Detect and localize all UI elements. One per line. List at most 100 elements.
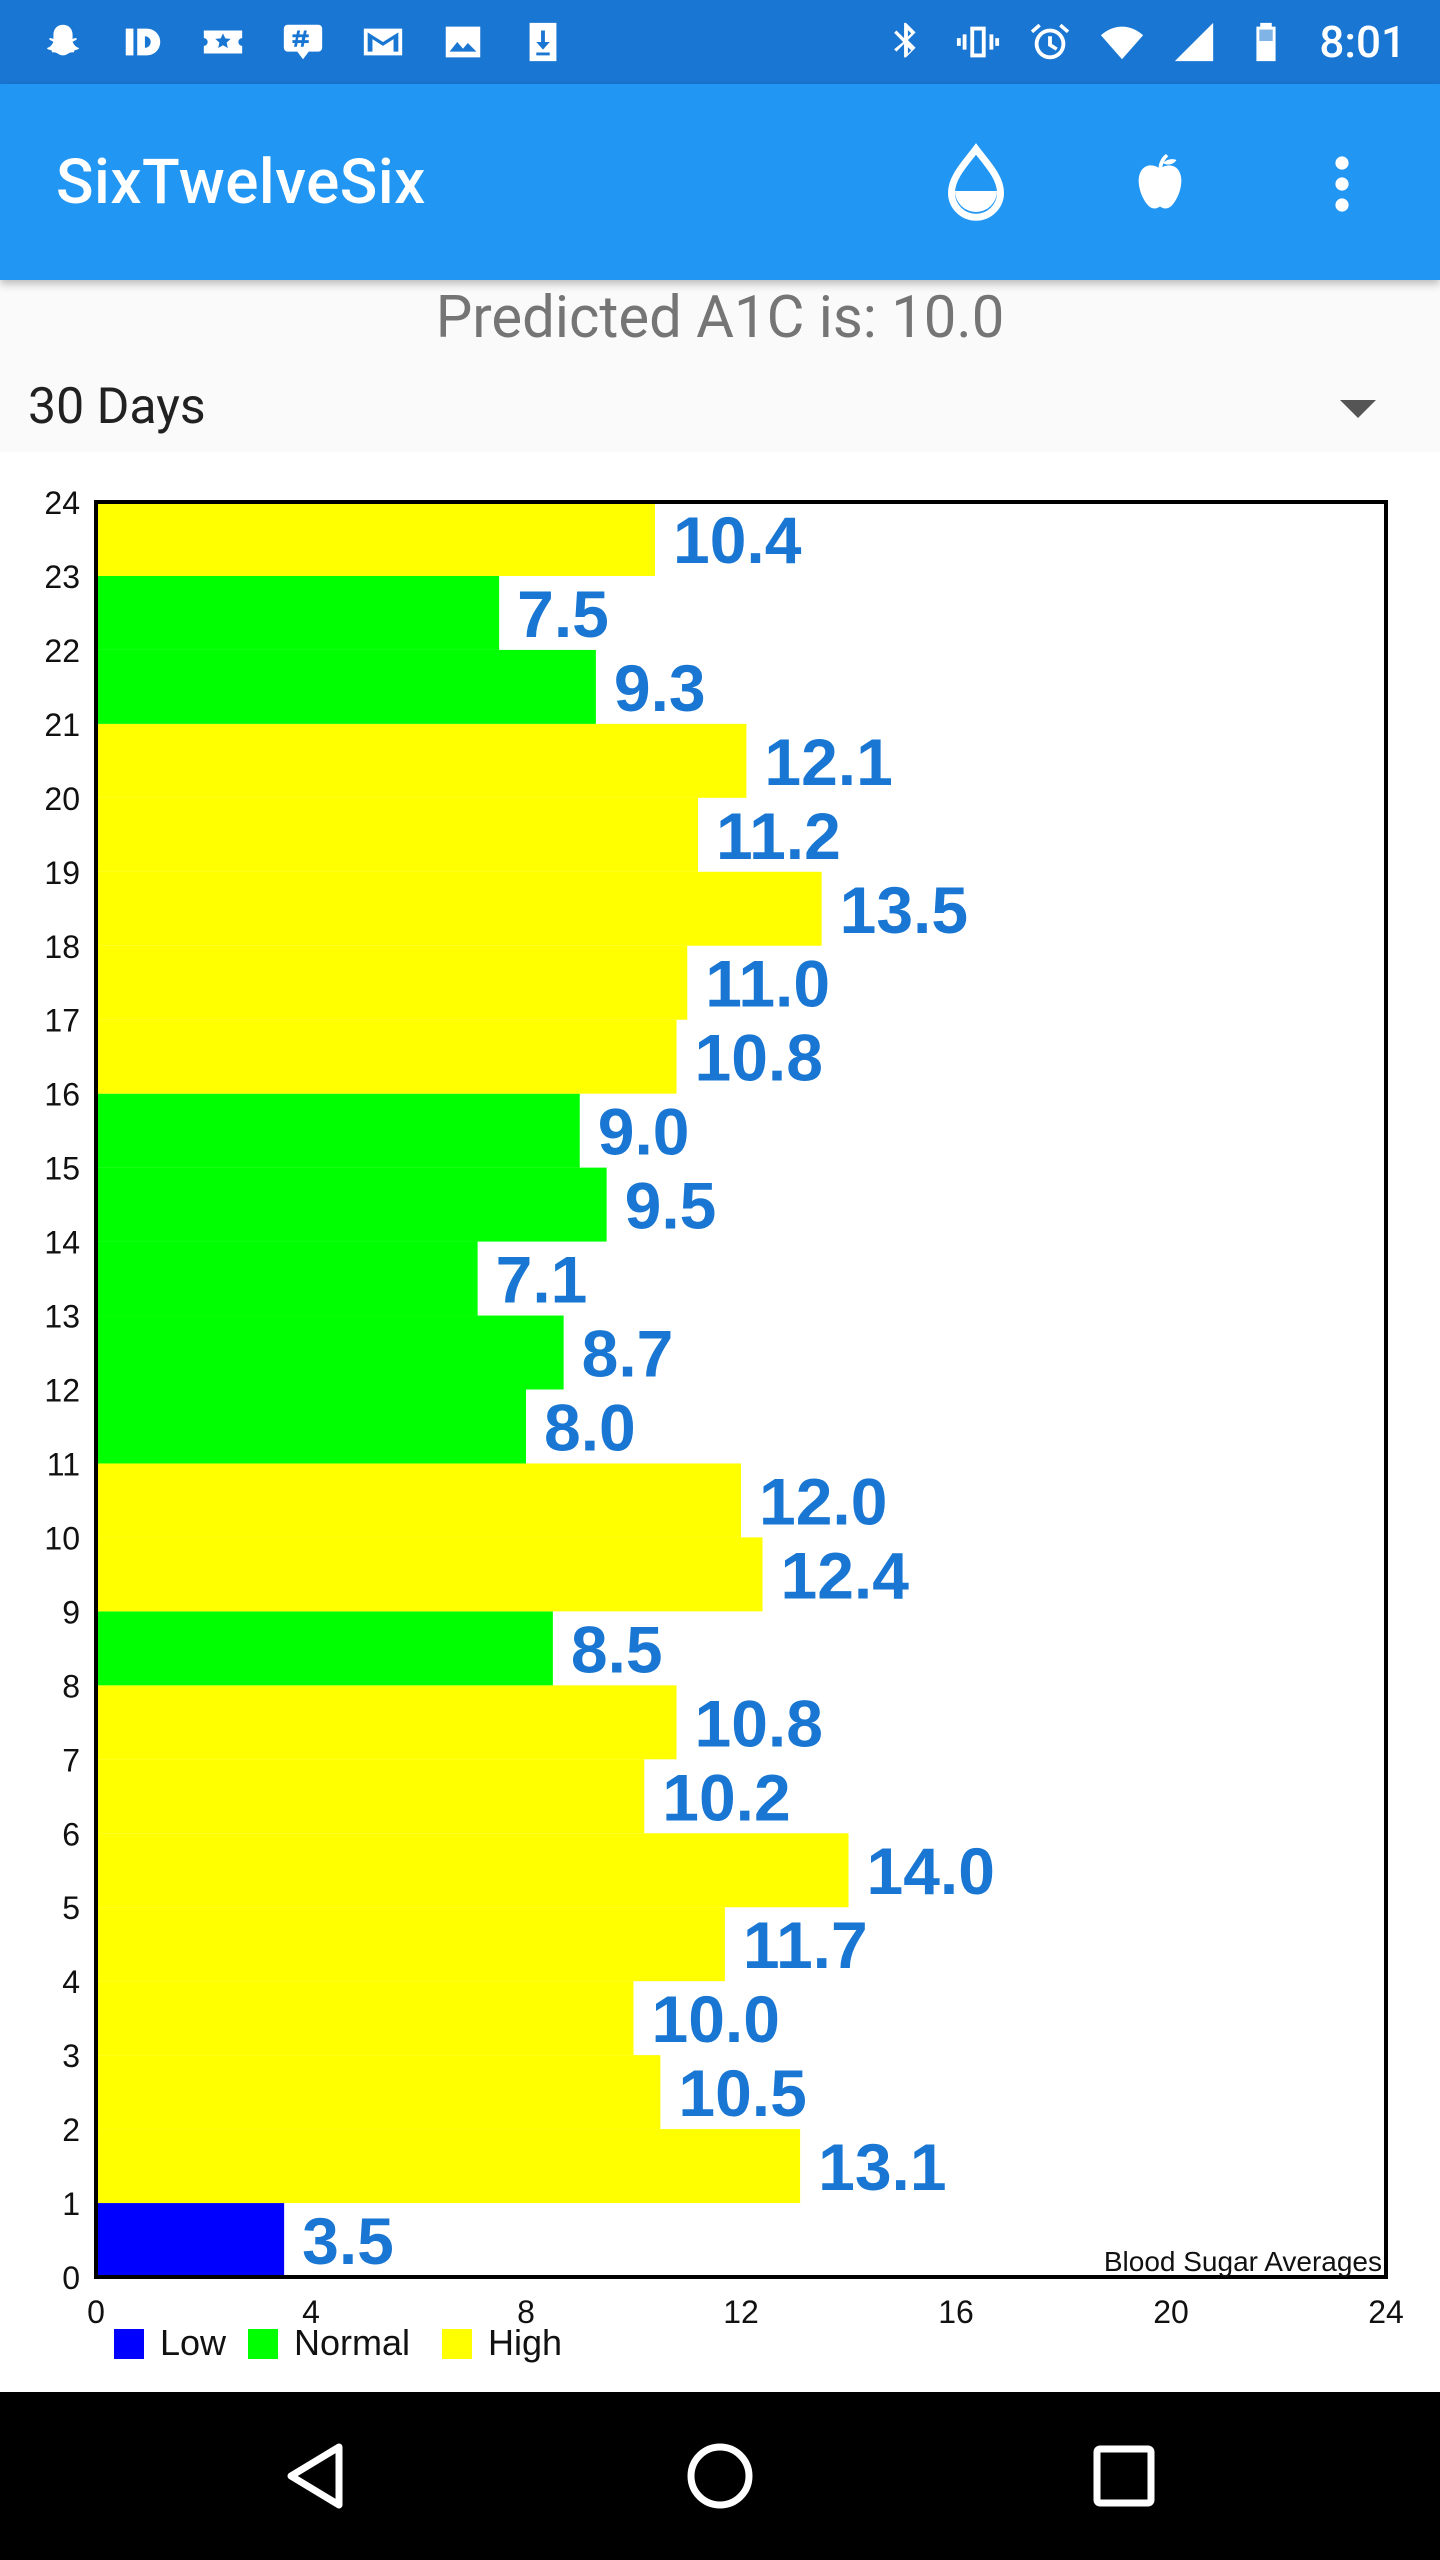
bar	[96, 1315, 564, 1390]
x-tick-label: 0	[87, 2294, 105, 2330]
bar	[96, 1759, 645, 1834]
data-label: 3.5	[302, 2204, 394, 2278]
y-tick-label: 5	[62, 1890, 80, 1926]
x-tick-label: 16	[938, 2294, 974, 2330]
back-button[interactable]	[266, 2426, 366, 2526]
x-tick-label: 12	[723, 2294, 759, 2330]
data-label: 11.0	[705, 947, 830, 1021]
food-log-button[interactable]	[1112, 136, 1208, 232]
overflow-menu-button[interactable]	[1294, 136, 1390, 232]
data-label: 7.1	[496, 1243, 588, 1317]
y-tick-label: 13	[44, 1299, 80, 1335]
y-tick-label: 3	[62, 2038, 80, 2074]
data-label: 10.5	[678, 2056, 806, 2130]
y-tick-label: 20	[44, 781, 80, 817]
navigation-bar	[0, 2392, 1440, 2560]
bar	[96, 945, 688, 1020]
y-tick-label: 10	[44, 1520, 80, 1556]
bar	[96, 1167, 607, 1242]
apple-icon	[1138, 154, 1182, 209]
status-bar: 8:01	[0, 0, 1440, 84]
data-label: 8.7	[582, 1317, 674, 1391]
bar	[96, 1833, 849, 1908]
legend-swatch	[248, 2329, 278, 2359]
range-dropdown-value: 30 Days	[28, 378, 206, 436]
data-label: 9.5	[625, 1169, 717, 1243]
home-circle-icon	[687, 2443, 753, 2509]
y-tick-label: 8	[62, 1668, 80, 1704]
blood-glucose-button[interactable]	[928, 136, 1024, 232]
system-icons: 8:01	[881, 14, 1406, 70]
bar	[96, 502, 655, 576]
data-label: 8.0	[544, 1390, 636, 1464]
alarm-icon	[1025, 17, 1075, 67]
data-label: 10.2	[662, 1760, 790, 1834]
blood-sugar-chart: 3.513.110.510.011.714.010.210.88.512.412…	[44, 485, 1404, 2363]
wifi-icon	[1097, 17, 1147, 67]
bar	[96, 1537, 763, 1612]
hashtag-app-icon	[278, 17, 328, 67]
data-label: 9.0	[598, 1095, 690, 1169]
y-tick-label: 21	[44, 707, 80, 743]
bar	[96, 797, 698, 872]
bar	[96, 871, 822, 946]
gmail-icon	[358, 17, 408, 67]
x-tick-label: 4	[302, 2294, 320, 2330]
bar	[96, 1981, 634, 2056]
bar	[96, 1093, 580, 1168]
legend-swatch	[442, 2329, 472, 2359]
bar	[96, 2055, 661, 2130]
bar	[96, 1019, 677, 1094]
bar	[96, 2129, 801, 2204]
blood-drop-icon	[947, 143, 1005, 221]
data-label: 11.2	[716, 799, 841, 873]
bar	[96, 1685, 677, 1760]
predicted-a1c-text: Predicted A1C is: 10.0	[435, 284, 1005, 352]
bar	[96, 1389, 526, 1464]
data-label: 10.0	[652, 1982, 780, 2056]
y-tick-label: 18	[44, 929, 80, 965]
data-label: 12.4	[781, 1538, 910, 1612]
y-tick-label: 24	[44, 485, 80, 521]
bar	[96, 2203, 285, 2277]
bluetooth-icon	[881, 17, 931, 67]
bar	[96, 1463, 741, 1538]
bar	[96, 1611, 553, 1686]
y-tick-label: 22	[44, 633, 80, 669]
back-triangle-icon	[287, 2443, 343, 2509]
data-label: 12.0	[759, 1464, 887, 1538]
bar	[96, 649, 596, 724]
data-label: 13.1	[818, 2130, 946, 2204]
y-tick-label: 2	[62, 2112, 80, 2148]
legend-swatch	[114, 2329, 144, 2359]
home-button[interactable]	[670, 2426, 770, 2526]
ticket-star-icon	[198, 17, 248, 67]
recents-button[interactable]	[1074, 2426, 1174, 2526]
bar	[96, 723, 747, 798]
battery-icon	[1241, 17, 1291, 67]
range-dropdown[interactable]: 30 Days	[0, 368, 1440, 450]
y-tick-label: 12	[44, 1373, 80, 1409]
y-tick-label: 11	[47, 1446, 80, 1482]
legend-label: High	[488, 2322, 562, 2363]
y-tick-label: 23	[44, 559, 80, 595]
app-bar: SixTwelveSix	[0, 84, 1440, 280]
legend-label: Normal	[294, 2322, 410, 2363]
bar	[96, 575, 500, 650]
image-icon	[438, 17, 488, 67]
id-icon	[118, 17, 168, 67]
app-title: SixTwelveSix	[56, 146, 426, 219]
signal-icon	[1169, 17, 1219, 67]
y-tick-label: 0	[62, 2260, 80, 2296]
bar	[96, 1241, 478, 1316]
y-tick-label: 14	[44, 1225, 80, 1261]
download-icon	[518, 17, 568, 67]
legend-label: Low	[160, 2322, 227, 2363]
recents-square-icon	[1093, 2445, 1155, 2507]
dropdown-arrow-icon	[1340, 400, 1376, 418]
data-label: 10.4	[673, 503, 802, 577]
x-tick-label: 20	[1153, 2294, 1189, 2330]
y-tick-label: 1	[62, 2186, 80, 2222]
x-tick-label: 24	[1368, 2294, 1404, 2330]
vibrate-icon	[953, 17, 1003, 67]
